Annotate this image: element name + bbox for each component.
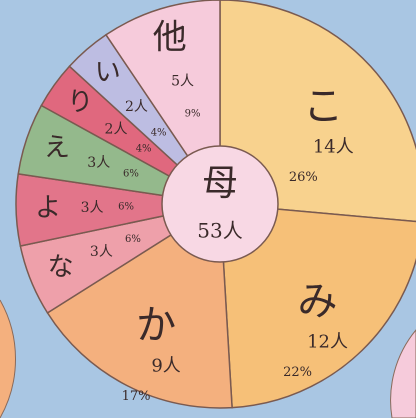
slice-label: よ xyxy=(35,193,61,223)
count-label: 12人 xyxy=(307,331,348,352)
percent-label: 6% xyxy=(118,201,134,212)
count-label: 3人 xyxy=(87,155,110,171)
slice-label: え xyxy=(44,133,70,163)
slice-label: か xyxy=(136,303,176,349)
count-label: 2人 xyxy=(105,121,128,137)
chart: こ 14人 26% み 12人 22% か 9人17% な 3人 6% よ 3人 6% え 3人 6% り 2人 4%… xyxy=(0,0,416,418)
percent-label: 6% xyxy=(125,234,141,245)
percent-label: 4% xyxy=(151,127,167,138)
slice-label: い xyxy=(95,58,121,88)
percent-label: 6% xyxy=(123,168,139,179)
percent-label: 17% xyxy=(122,389,151,404)
percent-label: 4% xyxy=(136,144,152,155)
percent-label: 26% xyxy=(289,170,318,185)
slice-label: な xyxy=(48,253,74,283)
count-label: 5人 xyxy=(171,74,194,90)
center-label: 母 xyxy=(202,163,238,204)
percent-label: 9% xyxy=(185,109,201,120)
page: {"chart_data": {"type": "pie", "center_l… xyxy=(0,0,416,418)
count-label: 3人 xyxy=(81,200,104,216)
slice-label: み xyxy=(298,278,338,324)
count-label: 9人 xyxy=(151,356,180,377)
slice-label: 他 xyxy=(153,17,187,57)
count-label: 2人 xyxy=(125,99,148,115)
percent-label: 22% xyxy=(283,365,312,380)
total-label: 53人 xyxy=(197,219,242,243)
count-label: 3人 xyxy=(90,244,113,260)
slice-label: り xyxy=(67,88,93,118)
slice-label: こ xyxy=(303,84,343,130)
count-label: 14人 xyxy=(313,137,354,158)
